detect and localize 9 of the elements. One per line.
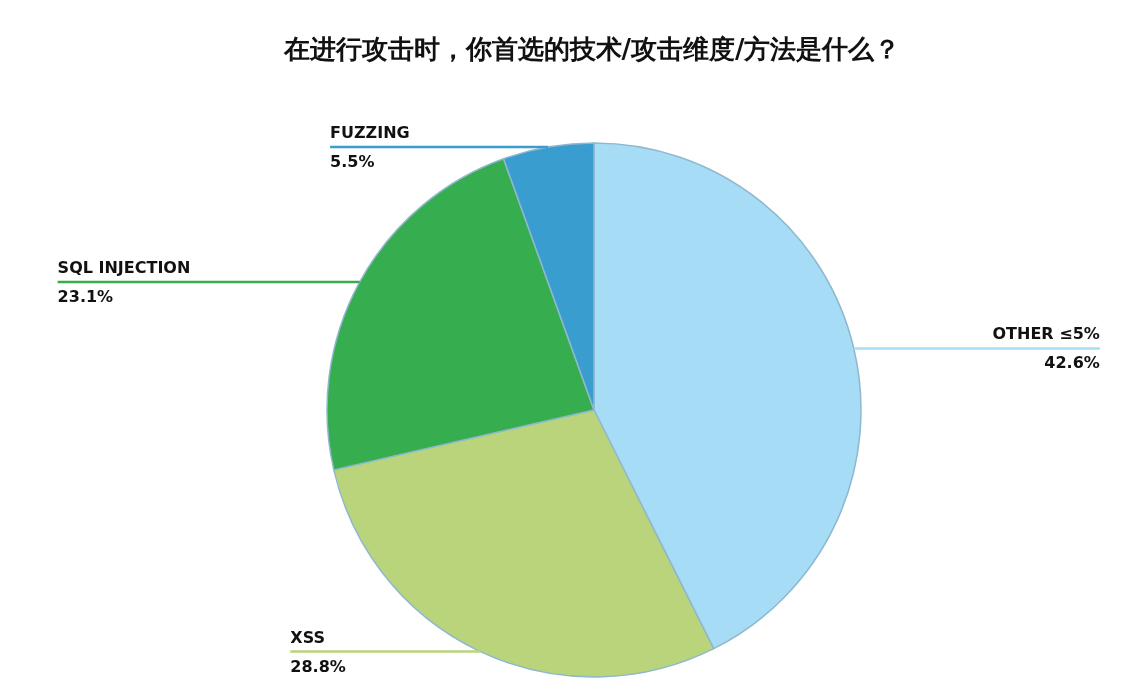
slice-label: SQL INJECTION [57,258,191,278]
data-label: 42.6% [1044,353,1100,373]
slice-label: OTHER ≤5% [992,324,1100,344]
slice-label: FUZZING [330,122,410,142]
data-label: 5.5% [330,151,375,171]
data-label: 28.8% [290,656,346,676]
chart-title: 在进行攻击时，你首选的技术/攻击维度/方法是什么？ [282,34,901,64]
data-label: 23.1% [57,287,114,307]
slice-label: XSS [290,627,325,647]
